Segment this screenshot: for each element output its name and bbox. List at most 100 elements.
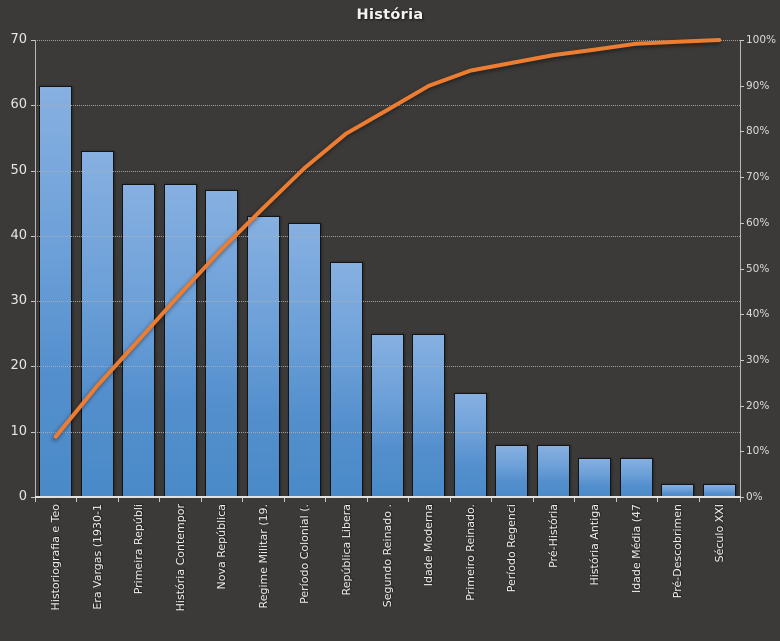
axis-tick — [740, 85, 744, 87]
category-label: Século XXI — [712, 504, 726, 563]
y-axis-right-label: 60% — [746, 216, 770, 229]
y-axis-right-label: 30% — [746, 353, 770, 366]
y-axis-left-label: 50 — [10, 162, 27, 178]
gridline — [35, 431, 740, 433]
axis-tick — [740, 359, 744, 361]
axis-tick — [31, 170, 35, 172]
y-axis-right-label: 100% — [746, 34, 777, 46]
axis-tick — [31, 366, 35, 368]
axis-tick — [242, 498, 244, 502]
y-axis-right-label: 0% — [746, 491, 763, 503]
axis-tick — [615, 498, 617, 502]
y-axis-right-label: 40% — [746, 308, 770, 321]
axis-tick — [159, 498, 161, 502]
y-axis-left-label: 10 — [10, 423, 27, 439]
bar[interactable] — [329, 261, 363, 497]
category-label: Idade Moderna — [422, 504, 436, 587]
axis-tick — [740, 314, 744, 316]
gridline — [35, 235, 740, 237]
axis-tick — [366, 498, 368, 502]
bar[interactable] — [205, 190, 239, 497]
axis-tick — [740, 40, 744, 41]
y-axis-left-label: 60 — [10, 97, 27, 113]
axis-tick — [740, 497, 744, 498]
axis-tick — [76, 498, 78, 502]
cumulative-line[interactable] — [53, 38, 722, 439]
bar[interactable] — [661, 483, 695, 497]
axis-tick — [31, 105, 35, 107]
bar[interactable] — [495, 444, 529, 497]
y-axis-left-label: 0 — [18, 489, 27, 504]
plot-area[interactable] — [35, 38, 740, 497]
category-label: Era Vargas (1930-1 — [90, 504, 104, 610]
y-axis-right-label: 10% — [746, 445, 770, 458]
axis-tick — [117, 498, 119, 502]
y-axis-left-line — [35, 40, 36, 498]
category-label: Historiografia e Teo — [49, 504, 63, 611]
y-axis-left-label: 70 — [10, 32, 27, 47]
axis-tick — [740, 268, 744, 270]
axis-tick — [740, 498, 741, 502]
axis-tick — [31, 431, 35, 433]
gridline — [35, 366, 740, 368]
y-axis-left-label: 30 — [10, 293, 27, 309]
x-axis-line — [35, 496, 741, 498]
category-label: República Libera — [339, 504, 353, 596]
bar[interactable] — [288, 222, 322, 497]
axis-tick — [325, 498, 327, 502]
category-label: Pré-História — [546, 504, 560, 568]
chart-title: História — [356, 7, 424, 23]
axis-tick — [31, 301, 35, 303]
axis-tick — [532, 498, 534, 502]
y-axis-right-label: 90% — [746, 79, 770, 92]
y-axis-right-label: 50% — [746, 262, 770, 275]
gridline — [35, 301, 740, 303]
category-label: Segundo Reinado . — [381, 504, 394, 608]
axis-tick — [31, 497, 35, 498]
y-axis-right-label: 20% — [746, 399, 770, 412]
axis-tick — [31, 235, 35, 237]
bar[interactable] — [39, 85, 73, 497]
category-label: Nova República — [215, 504, 229, 590]
category-label: Regime Militar (19. — [256, 504, 270, 609]
axis-tick — [449, 498, 451, 502]
axis-tick — [657, 498, 659, 502]
axis-tick — [200, 498, 202, 502]
y-axis-right-label: 80% — [746, 125, 770, 138]
category-label: História Antiga — [588, 504, 602, 586]
axis-tick — [740, 177, 744, 179]
axis-tick — [740, 131, 744, 133]
bar[interactable] — [702, 483, 736, 497]
gridline — [35, 105, 740, 107]
axis-tick — [574, 498, 576, 502]
bar[interactable] — [536, 444, 570, 497]
axis-tick — [740, 451, 744, 453]
category-label: Período Regenci — [505, 504, 519, 593]
bar[interactable] — [371, 333, 404, 497]
y-axis-left-label: 40 — [10, 227, 27, 243]
axis-tick — [35, 498, 36, 502]
y-axis-left-label: 20 — [10, 358, 27, 374]
axis-tick — [698, 498, 700, 502]
bar[interactable] — [453, 392, 487, 497]
category-label: Período Colonial (. — [298, 504, 312, 604]
bar[interactable] — [246, 216, 280, 497]
y-axis-right-label: 70% — [746, 171, 770, 184]
bar[interactable] — [578, 457, 612, 497]
category-label: Pré-Descobrimen — [671, 504, 685, 599]
axis-tick — [740, 222, 744, 224]
axis-tick — [283, 498, 285, 502]
category-label: Idade Média (47 — [629, 504, 643, 594]
bar[interactable] — [619, 457, 653, 497]
cumulative-line-series — [53, 38, 722, 439]
category-label: Primeiro Reinado. — [463, 504, 477, 601]
bar[interactable] — [412, 333, 446, 497]
axis-tick — [408, 498, 410, 502]
axis-tick — [740, 405, 744, 407]
category-label: História Contempor — [173, 504, 187, 612]
axis-tick — [491, 498, 493, 502]
gridline — [35, 170, 740, 172]
category-label: Primeira Repúbli — [132, 504, 146, 595]
gridline — [35, 40, 740, 41]
bar[interactable] — [80, 150, 114, 497]
